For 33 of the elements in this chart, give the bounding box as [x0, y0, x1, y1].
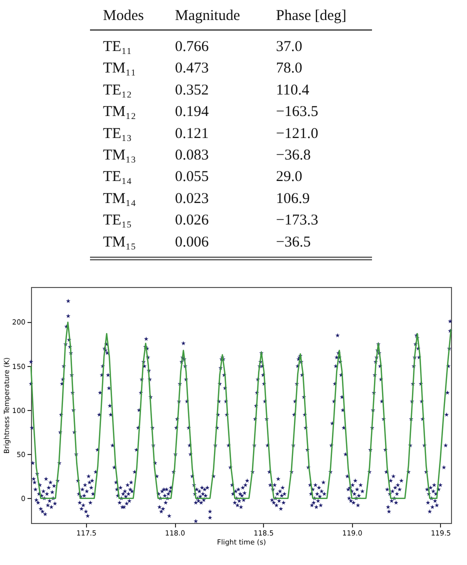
data-label: 0.194 — [175, 104, 210, 120]
category-label: TM₁₁ — [103, 60, 136, 77]
data-label: 37.0 — [276, 39, 302, 55]
category-label: TM₁₂ — [103, 104, 136, 120]
text: Modes — [103, 8, 144, 24]
category-label: TM₁₅ — [103, 234, 136, 250]
category-label: TM₁₄ — [103, 190, 136, 207]
category-label: TE₁₁ — [103, 39, 132, 55]
category-label: TE₁₅ — [103, 212, 132, 229]
data-label: 0.023 — [175, 190, 209, 207]
data-label: 106.9 — [276, 190, 310, 207]
data-label: 0.026 — [175, 212, 210, 229]
data-label: −121.0 — [276, 126, 318, 142]
data-label: 0.121 — [175, 126, 209, 142]
data-label: 0.352 — [175, 82, 209, 98]
data-label: 0.083 — [175, 148, 209, 164]
text: Magnitude — [175, 8, 240, 24]
data-label: −163.5 — [276, 104, 318, 120]
category-label: TE₁₄ — [103, 169, 132, 186]
data-label: −173.3 — [276, 212, 318, 229]
data-label: 110.4 — [276, 82, 310, 98]
data-label: −36.8 — [276, 148, 311, 164]
category-label: TE₁₂ — [103, 82, 132, 98]
data-label: 0.766 — [175, 39, 210, 55]
data-label: −36.5 — [276, 234, 311, 250]
data-label: 0.006 — [175, 234, 210, 250]
category-label: TM₁₃ — [103, 148, 136, 164]
data-label: 78.0 — [276, 60, 302, 77]
data-label: 29.0 — [276, 169, 302, 186]
data-label: 0.055 — [175, 169, 209, 186]
data-label: 0.473 — [175, 60, 209, 77]
text: Phase [deg] — [276, 8, 346, 24]
category-label: TE₁₃ — [103, 126, 132, 142]
